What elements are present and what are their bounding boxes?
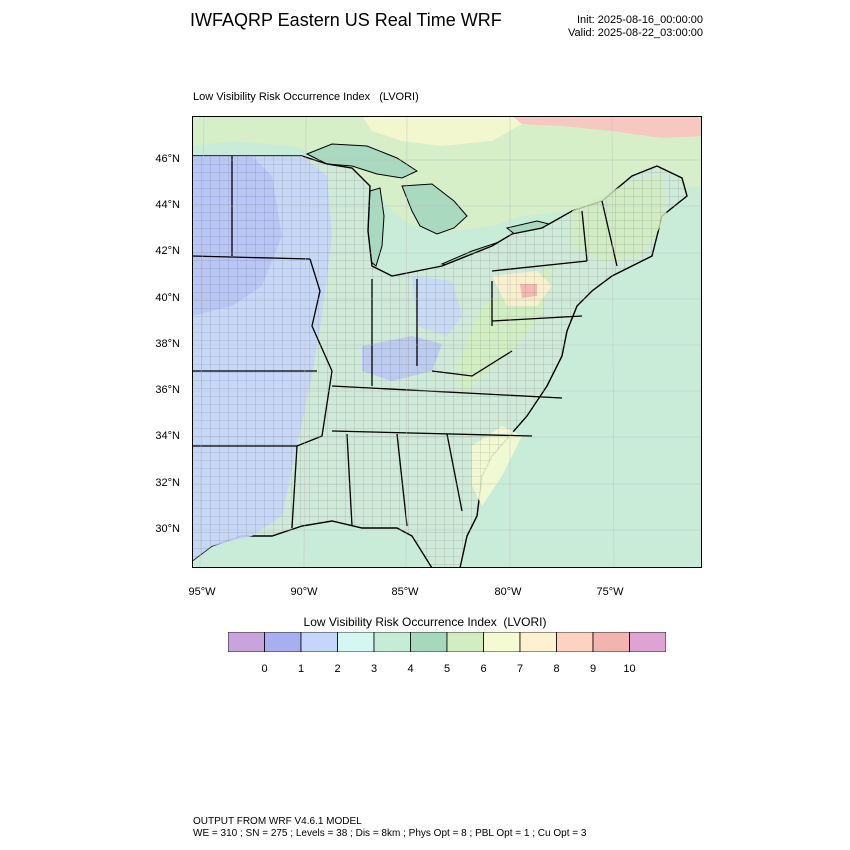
init-time: Init: 2025-08-16_00:00:00 [577, 14, 703, 26]
colorbar-swatch-9 [556, 632, 594, 652]
lat-label-38: 38°N [155, 338, 180, 350]
colorbar-swatch-10 [592, 632, 630, 652]
lat-label-34: 34°N [155, 430, 180, 442]
lake-huron [401, 183, 468, 235]
colorbar-label-3: 3 [370, 663, 378, 675]
lat-label-40: 40°N [155, 292, 180, 304]
county-lines [192, 156, 687, 568]
colorbar-swatch-2 [300, 632, 338, 652]
colorbar-label-8: 8 [553, 663, 560, 675]
colorbar-title: Low Visibility Risk Occurrence Index (LV… [303, 615, 547, 629]
colorbar-swatch-5 [410, 632, 448, 652]
lon-label-75: 75°W [596, 586, 624, 598]
canada-yellow-band [362, 116, 522, 146]
graticule [192, 116, 702, 568]
colorbar-swatch-3 [337, 632, 375, 652]
colorbar-label-4: 4 [407, 663, 414, 675]
colorbar-swatch-11 [629, 632, 666, 652]
colorbar-label-10: 10 [623, 663, 636, 675]
canada-region [192, 116, 702, 231]
colorbar-label-2: 2 [334, 663, 341, 675]
lat-label-46: 46°N [155, 153, 180, 165]
lat-label-44: 44°N [155, 199, 180, 211]
footer-config-line: WE = 310 ; SN = 275 ; Levels = 38 ; Dis … [193, 828, 587, 839]
map-panel [192, 116, 702, 568]
lon-label-85: 85°W [391, 586, 419, 598]
map-title: Low Visibility Risk Occurrence Index (LV… [193, 91, 419, 103]
colorbar-swatch-0 [228, 632, 265, 652]
lon-label-90: 90°W [290, 586, 318, 598]
lon-label-80: 80°W [494, 586, 522, 598]
colorbar-swatch-1 [264, 632, 302, 652]
lat-label-36: 36°N [155, 384, 180, 396]
colorbar-swatch-8 [519, 632, 557, 652]
colorbar [228, 632, 666, 652]
footer-model-line: OUTPUT FROM WRF V4.6.1 MODEL [193, 816, 362, 827]
colorbar-label-6: 6 [480, 663, 487, 675]
colorbar-label-7: 7 [516, 663, 524, 675]
map-border [192, 116, 702, 568]
lat-label-30: 30°N [155, 523, 180, 535]
canada-warm-band [512, 116, 702, 138]
lon-label-95: 95°W [188, 586, 216, 598]
valid-time: Valid: 2025-08-22_03:00:00 [568, 27, 703, 39]
colorbar-swatch-4 [373, 632, 411, 652]
colorbar-swatch-6 [446, 632, 484, 652]
colorbar-label-0: 0 [261, 663, 268, 675]
colorbar-label-9: 9 [589, 663, 597, 675]
main-title: IWFAQRP Eastern US Real Time WRF [190, 10, 502, 30]
colorbar-swatch-7 [483, 632, 521, 652]
lake-superior [305, 143, 419, 179]
colorbar-label-5: 5 [443, 663, 451, 675]
state-boundaries [192, 156, 618, 529]
colorbar-label-1: 1 [297, 663, 305, 675]
lat-label-42: 42°N [155, 245, 180, 257]
lat-label-32: 32°N [155, 477, 180, 489]
